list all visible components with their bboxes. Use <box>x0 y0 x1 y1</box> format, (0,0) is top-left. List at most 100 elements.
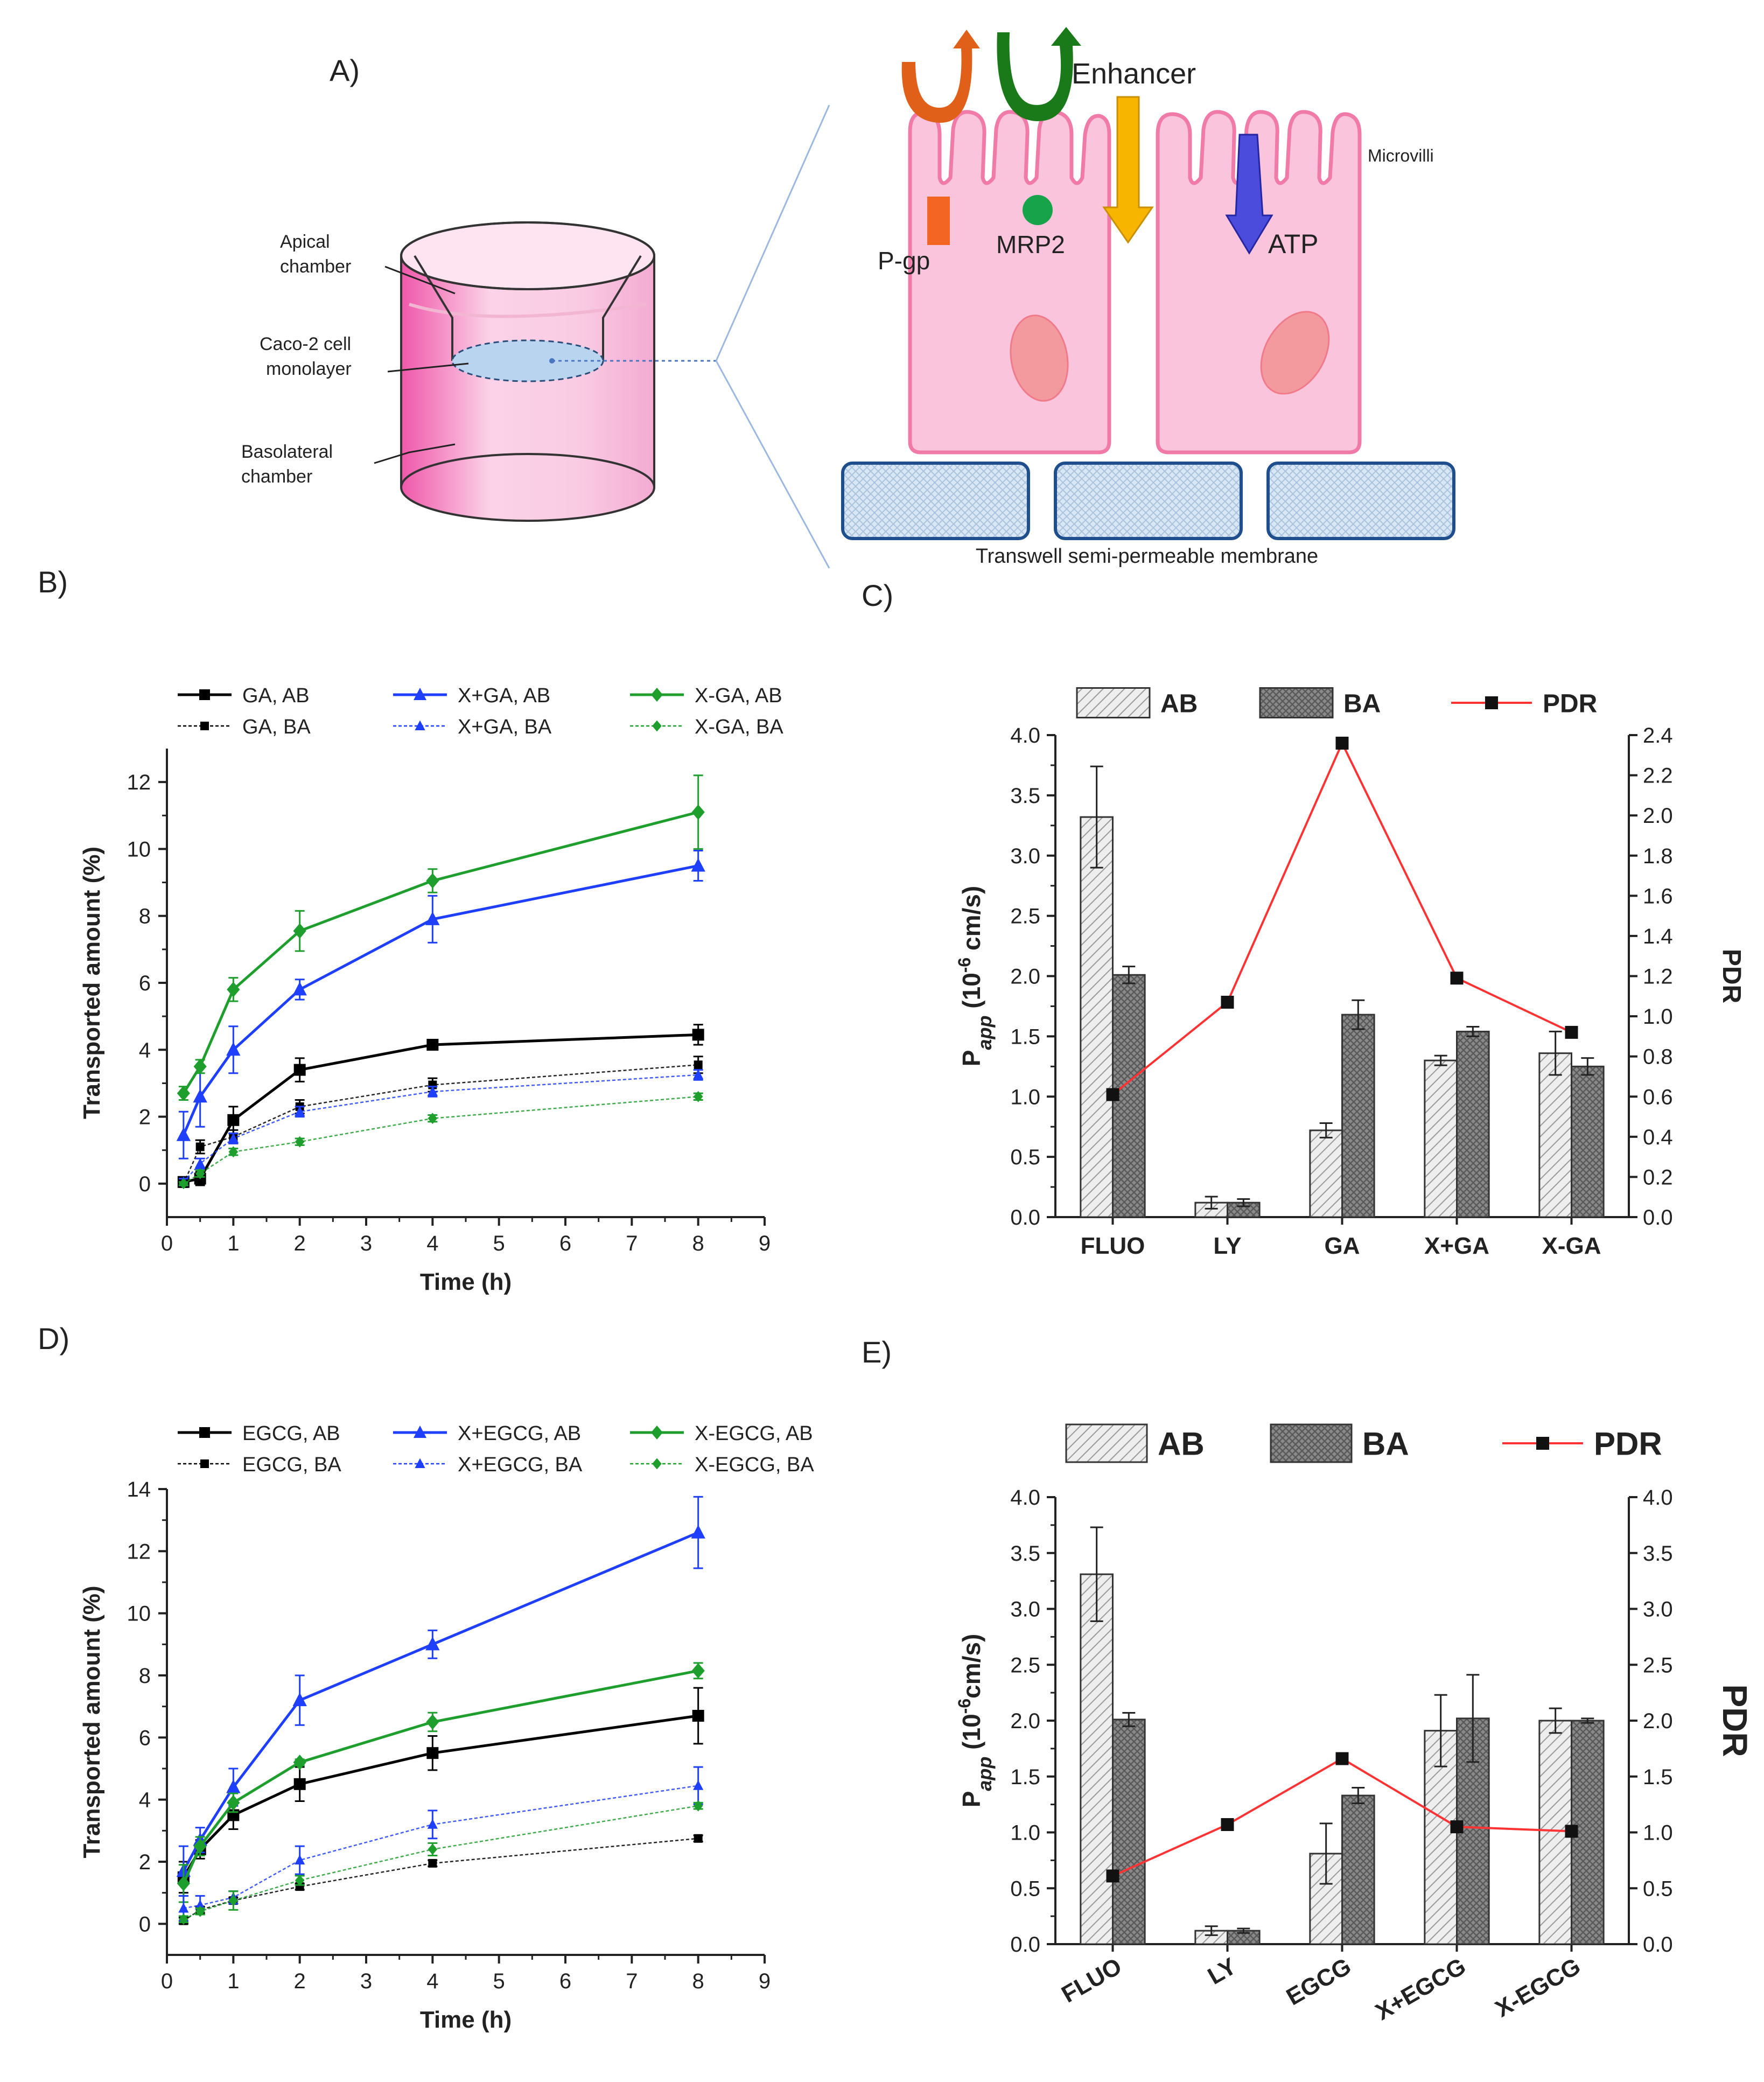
legend-entry: X+GA, BA <box>393 716 552 738</box>
x-tick-label: 6 <box>559 1969 571 1993</box>
panel-e-chart: E) 0.0 0.5 1.0 1.5 2.0 2.5 3.0 3.5 4.0 0.0 0.5 1.0 1.… <box>862 1335 1754 2025</box>
series-line <box>183 1064 698 1184</box>
y2-tick-label: 0.2 <box>1643 1165 1673 1189</box>
data-point <box>692 1709 704 1722</box>
legend-marker <box>200 1459 209 1468</box>
basolateral-label-1: Basolateral <box>241 442 333 462</box>
data-point <box>691 804 705 820</box>
y2-tick-label: 1.5 <box>1643 1765 1673 1789</box>
y-tick-label: 8 <box>139 905 151 928</box>
data-point <box>193 1059 207 1074</box>
y-tick-label: 0 <box>139 1172 151 1196</box>
legend-marker <box>651 1426 663 1440</box>
legend-marker <box>199 1427 210 1438</box>
data-point <box>177 1876 190 1891</box>
data-point <box>195 1905 205 1917</box>
bar <box>1080 1573 1114 1945</box>
data-point <box>295 1106 305 1116</box>
pdr-point <box>1450 1820 1464 1834</box>
x-tick-label: 4 <box>426 1969 438 1993</box>
y-tick-label: 2.0 <box>1010 965 1040 989</box>
data-point <box>293 1755 306 1770</box>
y2-tick-label: 0.5 <box>1643 1877 1673 1901</box>
membrane-label: Transwell semi-permeable membrane <box>976 545 1318 568</box>
data-point <box>193 1088 207 1103</box>
pgp-label: P-gp <box>878 247 930 275</box>
legend-label-ab: AB <box>1160 689 1198 718</box>
x-category-label: GA <box>1325 1233 1360 1259</box>
data-point <box>228 1895 239 1906</box>
mrp2-label: MRP2 <box>996 230 1065 258</box>
transwell-illustration <box>374 221 716 522</box>
x-tick-label: 1 <box>227 1969 239 1993</box>
data-point <box>226 1779 241 1793</box>
y2-tick-label: 1.8 <box>1643 844 1673 868</box>
y-tick-label: 3.5 <box>1010 1542 1040 1566</box>
legend-swatch-ba <box>1259 687 1334 718</box>
pdr-point <box>1335 1752 1349 1765</box>
series-line <box>183 1096 698 1184</box>
basolateral-label-2: chamber <box>241 466 312 487</box>
legend-label: EGCG, BA <box>242 1454 341 1476</box>
x-category-label: LY <box>1213 1233 1241 1259</box>
y2-axis-label: PDR <box>1717 949 1746 1003</box>
y-axis-label: Transported amount (%) <box>79 1585 105 1858</box>
legend-label: X-GA, BA <box>695 716 783 738</box>
y-axis-label-ylabel-exp: -6 <box>955 958 974 973</box>
y-tick-label: 6 <box>139 1726 151 1750</box>
data-point <box>426 873 439 889</box>
data-point <box>293 1778 306 1790</box>
y2-tick-label: 2.5 <box>1643 1653 1673 1677</box>
y-tick-label: 0.0 <box>1010 1933 1040 1957</box>
data-point <box>693 1069 704 1079</box>
series-ga-ab <box>177 1024 704 1188</box>
panel-c-chart: C) 0.0 0.5 1.0 1.5 2.0 2.5 3.0 3.5 4.0 0.0 0.2 0.4 0.… <box>862 578 1746 1259</box>
x-category-label: FLUO <box>1081 1233 1145 1259</box>
legend-entry: X-EGCG, BA <box>630 1454 814 1476</box>
y-tick-label: 14 <box>127 1478 151 1501</box>
x-tick-label: 0 <box>161 1969 173 1993</box>
y2-tick-label: 2.0 <box>1643 1709 1673 1733</box>
series-x-egcg-ab <box>177 1662 705 1903</box>
x-tick-label: 7 <box>626 1232 638 1255</box>
bar <box>1571 1065 1605 1218</box>
pdr-point <box>1106 1869 1119 1883</box>
data-point <box>427 1819 438 1829</box>
x-tick-label: 9 <box>759 1969 771 1993</box>
x-tick-label: 6 <box>559 1232 571 1255</box>
data-point <box>694 1834 703 1843</box>
pdr-point <box>1221 1818 1234 1831</box>
series-ba <box>1112 966 1605 1218</box>
y-tick-label: 2.5 <box>1010 905 1040 928</box>
pdr-point <box>1450 972 1464 985</box>
data-point <box>692 1029 704 1041</box>
series-x-egcg-ba <box>178 1800 703 1925</box>
legend-marker-pdr <box>1536 1437 1549 1450</box>
pdr-point <box>1335 736 1349 750</box>
cell-left <box>908 110 1111 455</box>
y-tick-label: 8 <box>139 1664 151 1688</box>
caco-label-2: monolayer <box>266 359 352 379</box>
data-point <box>226 1042 241 1056</box>
y-tick-label: 2 <box>139 1106 151 1129</box>
y-tick-label: 4 <box>139 1038 151 1062</box>
x-tick-label: 8 <box>692 1969 704 1993</box>
y-tick-label: 10 <box>127 837 151 861</box>
legend-entry: X-EGCG, AB <box>630 1422 813 1445</box>
bar <box>1456 1030 1490 1218</box>
microvilli-label: Microvilli <box>1368 146 1434 165</box>
mrp2-transporter <box>1023 195 1053 225</box>
data-point <box>293 923 306 939</box>
legend-label: X-EGCG, BA <box>695 1454 814 1476</box>
legend-marker <box>414 1426 426 1438</box>
y-axis-label: Transported amount (%) <box>79 847 105 1119</box>
series-x-egcg-ba <box>178 1766 704 1922</box>
bar <box>1227 1930 1261 1945</box>
y2-tick-label: 4.0 <box>1643 1486 1673 1510</box>
legend-label: X+EGCG, AB <box>458 1422 581 1445</box>
data-point <box>293 1064 306 1076</box>
data-point <box>195 1168 205 1179</box>
